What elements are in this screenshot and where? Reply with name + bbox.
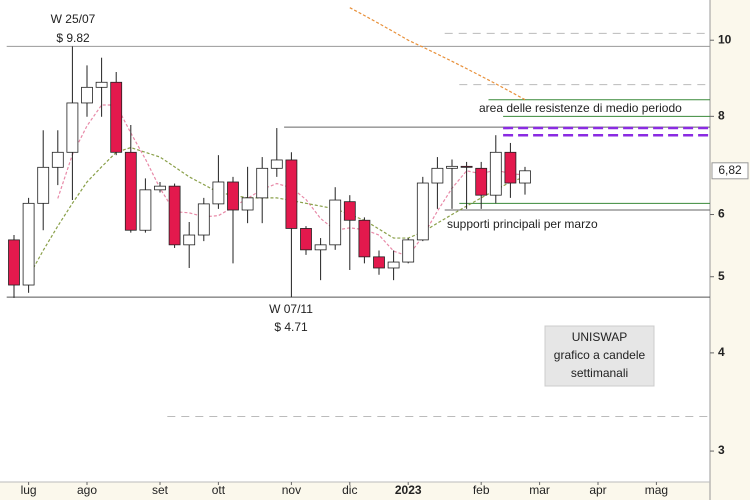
candle-body: [285, 159, 298, 229]
candle-body: [314, 244, 327, 251]
candle-body: [402, 239, 415, 263]
moving-average: [28, 146, 526, 278]
annotation: W 07/11: [269, 302, 313, 316]
x-tick-label: nov: [282, 483, 301, 497]
x-tick-label: mag: [645, 483, 668, 497]
moving-average: [349, 7, 526, 101]
candle-body: [489, 151, 502, 196]
candle-body: [358, 219, 371, 258]
candle-body: [124, 151, 137, 231]
x-tick-label: apr: [589, 483, 606, 497]
note-text: grafico a candele: [554, 348, 646, 362]
y-tick-label: 10: [718, 32, 732, 46]
candle-body: [154, 185, 166, 191]
candle-body: [227, 181, 239, 211]
candle-body: [81, 86, 93, 104]
y-axis-strip: [710, 0, 750, 500]
note-text: settimanali: [571, 366, 628, 380]
candle-body: [387, 261, 400, 269]
candle-body: [51, 151, 64, 168]
candle-body: [446, 165, 458, 169]
candle-body: [373, 256, 385, 269]
x-tick-label: ago: [77, 483, 97, 497]
y-tick-label: 5: [718, 269, 725, 283]
x-axis-strip: [0, 482, 750, 500]
candle-body: [270, 159, 283, 169]
candle-body: [519, 170, 531, 184]
candle-body: [37, 166, 50, 204]
candle-body: [183, 234, 196, 246]
x-tick-label: dic: [342, 483, 357, 497]
candle-body: [256, 167, 269, 199]
annotation: supporti principali per marzo: [447, 217, 598, 231]
y-tick-label: 8: [718, 109, 725, 123]
candle-body: [95, 81, 108, 88]
candle-body: [329, 199, 342, 246]
last-price-box: [711, 162, 749, 180]
candle-body: [504, 151, 517, 184]
candle-body: [300, 228, 312, 251]
y-tick-label: 3: [718, 443, 725, 457]
candle-body: [460, 165, 473, 168]
x-tick-label: mar: [529, 483, 550, 497]
annotation: W 25/07: [51, 12, 96, 26]
last-price-label: 6,82: [718, 163, 742, 177]
candle-body: [343, 201, 356, 221]
candle-body: [66, 102, 79, 153]
annotation: $ 4.71: [274, 320, 308, 334]
y-tick-label: 4: [718, 345, 725, 359]
candle-body: [416, 182, 429, 241]
x-tick-label: 2023: [395, 483, 422, 497]
candle-body: [168, 185, 181, 246]
candle-body: [139, 189, 152, 231]
candle-body: [197, 203, 210, 236]
candle-body: [110, 81, 123, 153]
candle-body: [8, 239, 20, 286]
x-tick-label: feb: [473, 483, 490, 497]
annotation: area delle resistenze di medio periodo: [479, 101, 682, 115]
candle-body: [212, 181, 225, 205]
x-tick-label: lug: [21, 483, 37, 497]
x-tick-label: ott: [212, 483, 226, 497]
candle-body: [22, 202, 35, 286]
note-text: UNISWAP: [572, 330, 628, 344]
candle-body: [431, 167, 444, 184]
candle-body: [475, 167, 488, 196]
candle-body: [241, 197, 254, 211]
note-box: [544, 325, 655, 387]
y-tick-label: 6: [718, 207, 725, 221]
annotation: $ 9.82: [56, 31, 90, 45]
x-tick-label: set: [152, 483, 169, 497]
